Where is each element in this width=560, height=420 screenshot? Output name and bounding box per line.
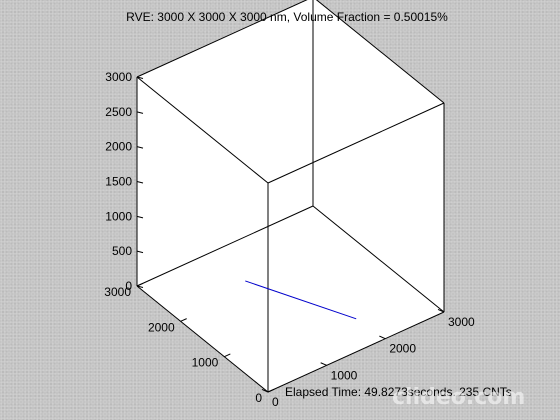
- z-tick-mark-2: [136, 215, 144, 219]
- axes-walls: [137, 0, 444, 392]
- box-edge-11: [136, 0, 308, 78]
- z-tick-label-1: 500: [112, 244, 132, 258]
- y-tick-label-1: 1000: [192, 356, 219, 370]
- y-tick-mark-1: [224, 353, 231, 358]
- z-tick-mark-0: [136, 285, 144, 288]
- box-edge-3: [312, 205, 445, 313]
- x-tick-label-2: 2000: [389, 342, 416, 356]
- y-tick-mark-0: [267, 388, 275, 393]
- z-tick-label-0: 0: [125, 279, 132, 293]
- x-tick-label-0: 0: [272, 395, 279, 409]
- box-edge-9: [136, 76, 269, 184]
- chart-title: RVE: 3000 X 3000 X 3000 nm, Volume Fract…: [126, 10, 448, 24]
- back-wall-x: [313, 0, 444, 312]
- elapsed-time-annotation: Elapsed Time: 49.8273seconds. 235 CNTs: [285, 385, 512, 399]
- z-tick-mark-5: [136, 111, 144, 114]
- box-edge-8: [267, 102, 445, 184]
- axes-tick-marks: [136, 76, 445, 393]
- series-0-segment-0: [245, 280, 357, 320]
- y-tick-label-3: 3000: [104, 285, 131, 299]
- y-tick-mark-3: [136, 282, 144, 287]
- x-tick-mark-3: [437, 308, 445, 313]
- watermark-logo: clideo.com: [392, 385, 525, 410]
- box-edge-10: [315, 0, 445, 104]
- box-edge-5: [136, 205, 314, 287]
- z-tick-label-4: 2000: [105, 140, 132, 154]
- z-tick-mark-1: [136, 250, 144, 254]
- x-tick-mark-0: [261, 388, 269, 393]
- y-tick-label-0: 0: [255, 391, 262, 405]
- z-tick-label-5: 2500: [105, 105, 132, 119]
- data-series: [245, 280, 357, 320]
- box-edge-0: [267, 311, 445, 393]
- x-tick-mark-1: [320, 362, 327, 366]
- z-tick-mark-3: [136, 181, 144, 184]
- z-tick-label-3: 1500: [105, 175, 132, 189]
- axes-tick-labels: 0500100015002000250030000100020003000010…: [104, 70, 475, 409]
- x-tick-label-3: 3000: [448, 315, 475, 329]
- y-tick-mark-2: [180, 318, 187, 322]
- floor-wall: [137, 206, 444, 392]
- box-edge-1: [136, 285, 269, 393]
- x-tick-mark-2: [379, 335, 386, 340]
- z-tick-mark-4: [136, 146, 144, 149]
- z-tick-mark-6: [136, 76, 144, 79]
- back-wall-y: [137, 0, 313, 286]
- z-tick-label-2: 1000: [105, 209, 132, 223]
- y-tick-label-2: 2000: [148, 320, 175, 334]
- x-tick-label-1: 1000: [331, 368, 358, 382]
- z-tick-label-6: 3000: [105, 70, 132, 84]
